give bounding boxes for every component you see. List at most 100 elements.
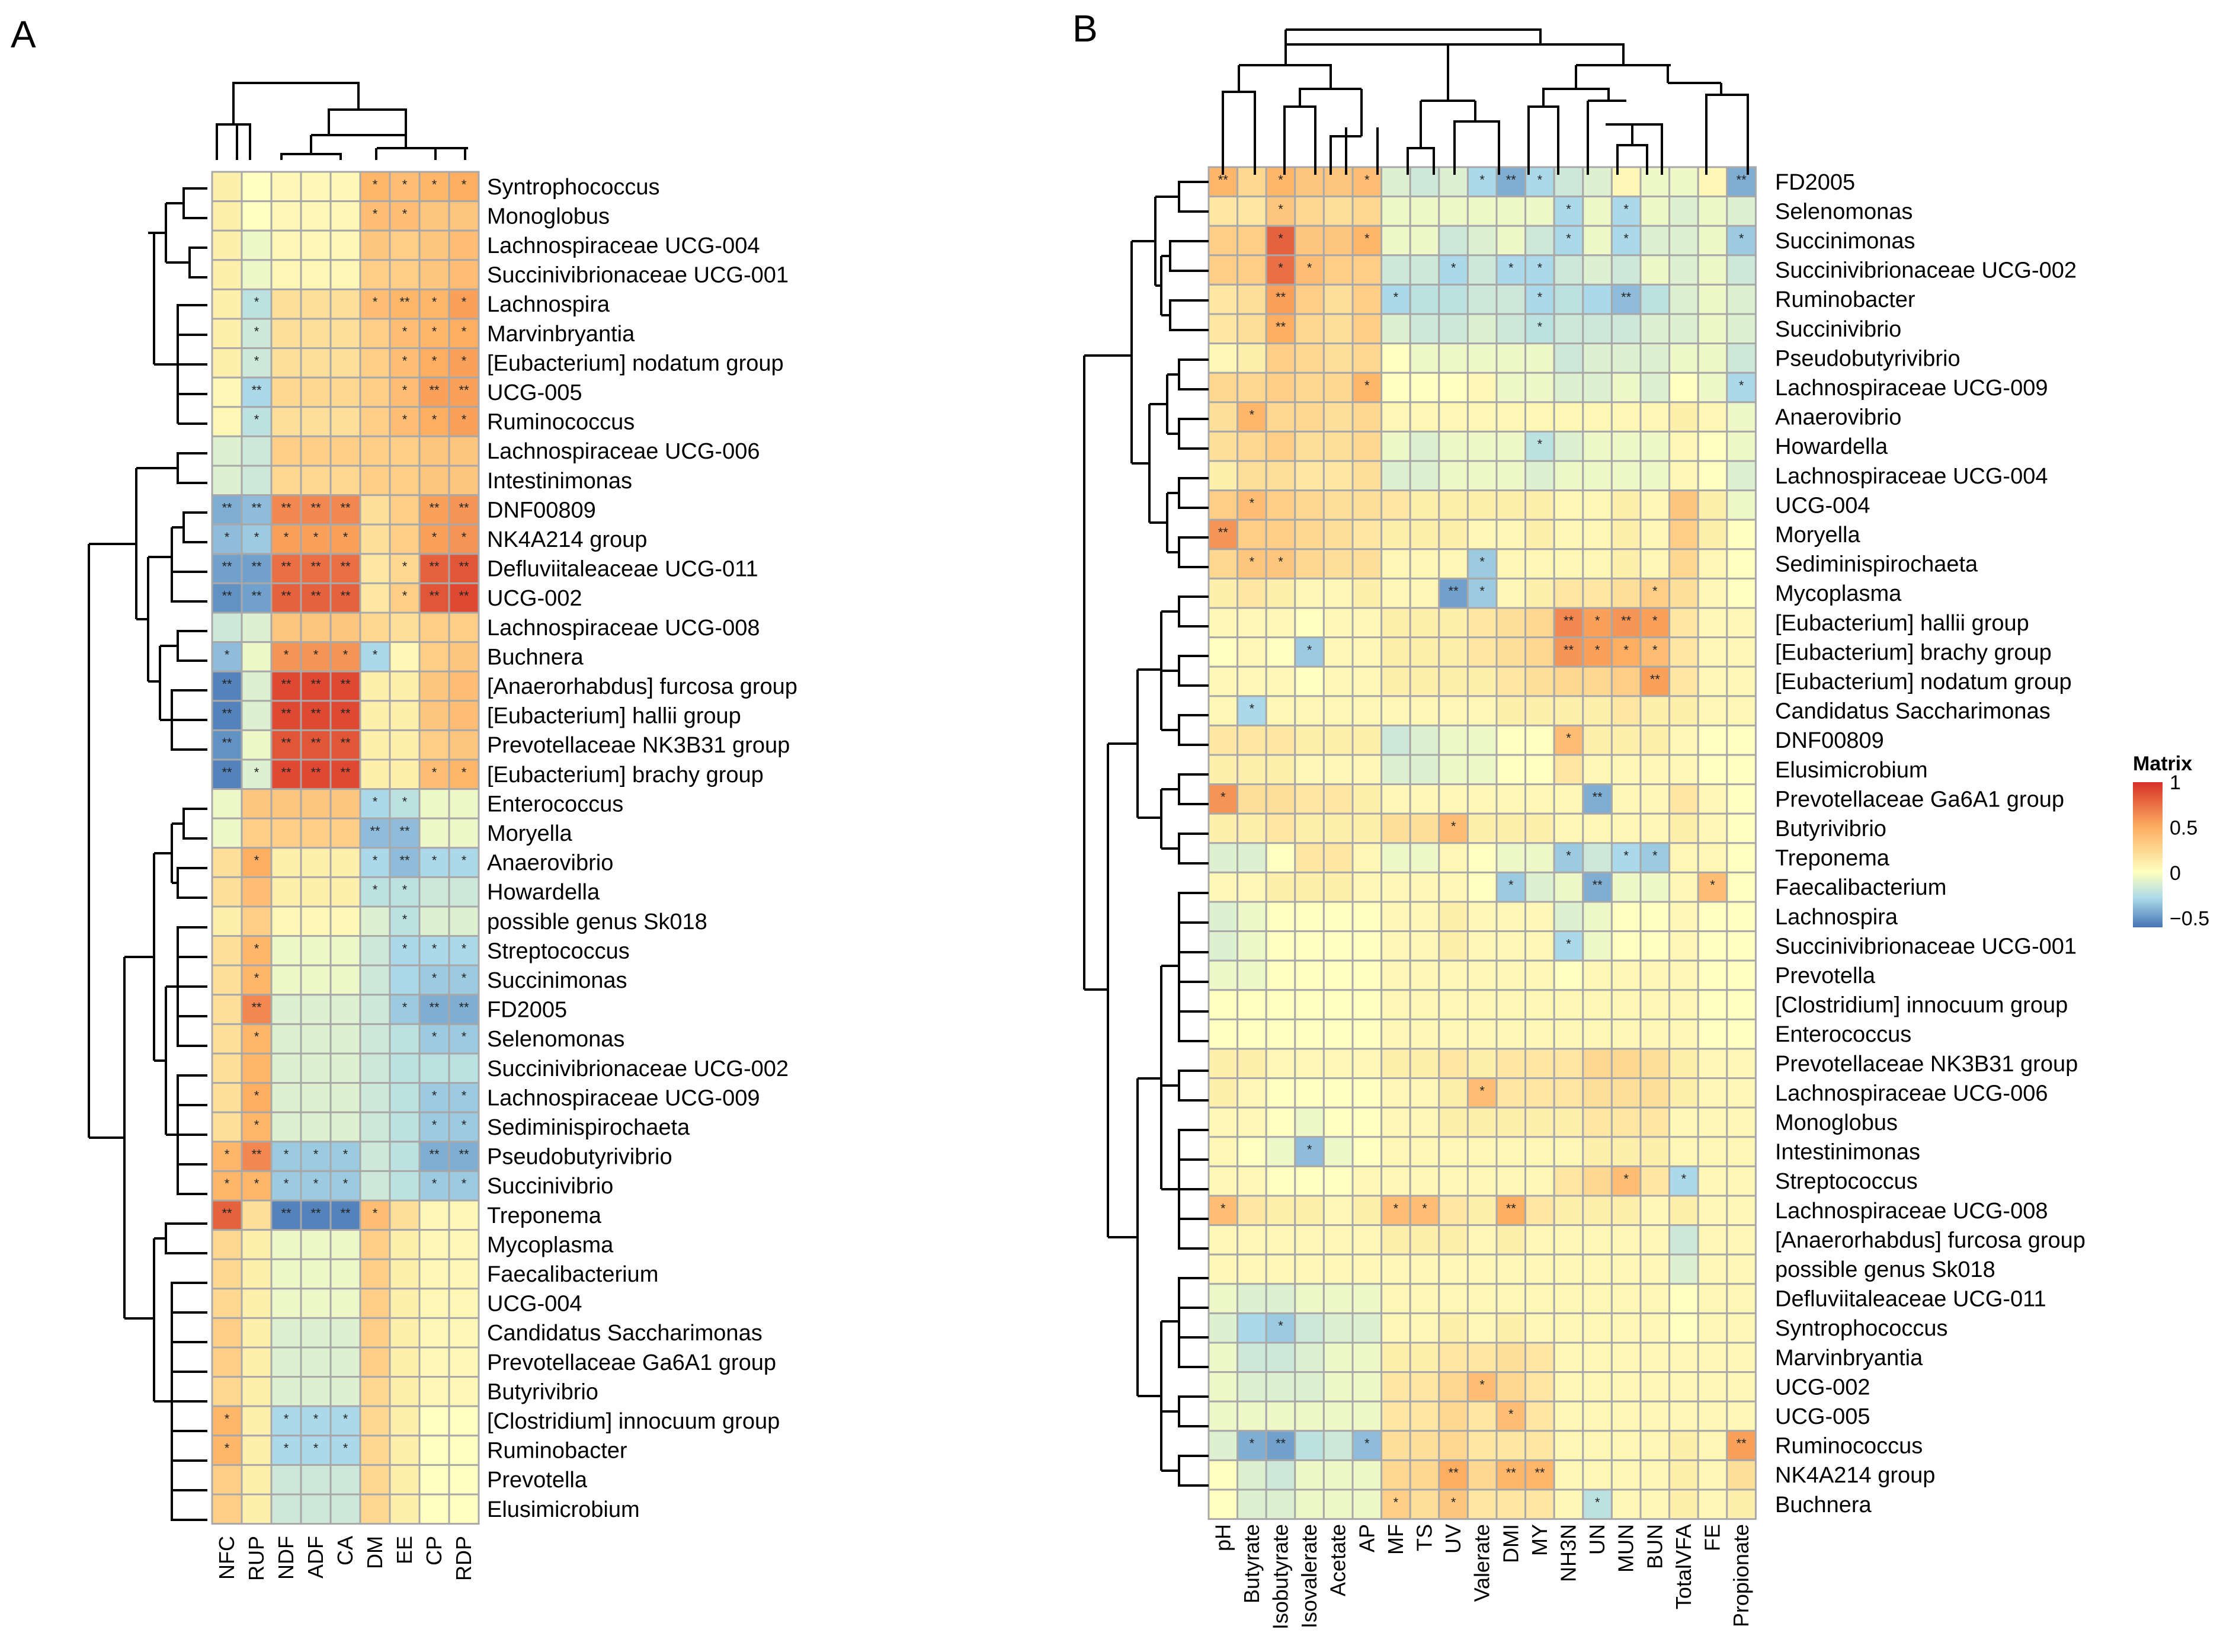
heatmap-cell-a-succinivibrionaceae-ucg-002-ca <box>329 1052 361 1084</box>
heatmap-cell-a-pseudobutyrivibrio-ee <box>389 1141 421 1172</box>
heatmap-cell-b-monoglobus-dmi <box>1495 1106 1527 1138</box>
heatmap-cell-b-butyrivibrio-isobutyrate <box>1265 812 1296 844</box>
heatmap-cell-b-succinivibrionaceae-ucg-002-mf <box>1380 254 1411 286</box>
heatmap-cell-b-faecalibacterium-totalvfa <box>1668 871 1699 903</box>
heatmap-cell-a-succinivibrionaceae-ucg-001-nfc <box>211 259 243 290</box>
heatmap-cell-a-streptococcus-ndf <box>270 935 302 966</box>
significance-mark: ** <box>1564 642 1574 657</box>
heatmap-cell-b-succinivibrio-isovalerate <box>1294 313 1325 345</box>
heatmap-cell-b-marvinbryantia-butyrate <box>1236 1342 1267 1374</box>
significance-mark: ** <box>281 765 291 780</box>
heatmap-cell-b-ucg-005-fe <box>1697 1400 1728 1432</box>
heatmap-cell-b-possible-genus-sk018-mf <box>1380 1253 1411 1285</box>
significance-mark: ** <box>310 500 321 515</box>
heatmap-cell-a-mycoplasma-rup <box>241 1229 273 1260</box>
heatmap-cell-b-monoglobus-nh3n <box>1553 1106 1584 1138</box>
heatmap-cell-b-lachnospiraceae-ucg-006-my <box>1524 1077 1555 1109</box>
heatmap-cell-b-lachnospiraceae-ucg-006-dmi <box>1495 1077 1527 1109</box>
heatmap-cell-b-butyrivibrio-mf <box>1380 812 1411 844</box>
heatmap-cell-a-syntrophococcus-nfc <box>211 171 243 203</box>
heatmap-cell-b-prevotella-my <box>1524 959 1555 991</box>
significance-mark: * <box>462 971 467 985</box>
heatmap-cell-b-lachnospiraceae-ucg-004-butyrate <box>1236 460 1267 492</box>
heatmap-cell-a-elusimicrobium-ndf <box>270 1493 302 1525</box>
heatmap-cell-b-butyrivibrio-dmi <box>1495 812 1527 844</box>
heatmap-cell-b-marvinbryantia-fe <box>1697 1342 1728 1374</box>
heatmap-cell-b-howardella-dmi <box>1495 430 1527 462</box>
heatmap-cell-a-ucg-004-adf <box>300 1288 332 1319</box>
heatmap-cell-a-fd2005-ca <box>329 994 361 1025</box>
heatmap-cell-b-succinivibrionaceae-ucg-001-ts <box>1409 930 1440 962</box>
row-label-b-streptococcus: Streptococcus <box>1775 1169 1918 1194</box>
heatmap-cell-b-possible-genus-sk018-valerate <box>1466 1253 1498 1285</box>
heatmap-cell-a-succinivibrionaceae-ucg-001-cp <box>418 259 450 290</box>
heatmap-cell-a-dnf00809-adf <box>300 494 332 526</box>
significance-mark: * <box>1364 378 1370 393</box>
significance-mark: ** <box>399 853 410 868</box>
heatmap-cell-b-anaerorhabdus-furcosa-group-un <box>1582 1224 1613 1256</box>
significance-mark: * <box>373 853 378 868</box>
heatmap-cell-b-intestinimonas-dmi <box>1495 1136 1527 1167</box>
heatmap-cell-b-howardella-un <box>1582 430 1613 462</box>
heatmap-cell-b-buchnera-mf <box>1380 1488 1411 1520</box>
significance-mark: * <box>313 1411 319 1426</box>
row-label-b-eubacterium-nodatum-group: [Eubacterium] nodatum group <box>1775 670 2072 694</box>
heatmap-cell-b-nk4a214-group-butyrate <box>1236 1459 1267 1491</box>
heatmap-cell-b-selenomonas-dmi <box>1495 196 1527 227</box>
heatmap-cell-a-moryella-cp <box>418 817 450 849</box>
heatmap-cell-b-intestinimonas-propionate <box>1726 1136 1757 1167</box>
significance-mark: ** <box>251 588 262 603</box>
significance-mark: * <box>343 1441 348 1456</box>
heatmap-cell-b-nk4a214-group-valerate <box>1466 1459 1498 1491</box>
heatmap-cell-a-butyrivibrio-ndf <box>270 1376 302 1407</box>
significance-mark: * <box>254 1118 260 1132</box>
heatmap-cell-b-treponema-my <box>1524 842 1555 873</box>
heatmap-cell-a-enterococcus-ca <box>329 788 361 819</box>
row-label-a-butyrivibrio: Butyrivibrio <box>487 1379 598 1404</box>
heatmap-cell-b-streptococcus-ph <box>1207 1165 1239 1197</box>
heatmap-cell-a-succinimonas-rdp <box>448 964 480 996</box>
row-label-a-lachnospiraceae-ucg-006: Lachnospiraceae UCG-006 <box>487 439 760 464</box>
heatmap-cell-a-ucg-005-rup <box>241 376 273 408</box>
significance-mark: ** <box>1593 878 1603 892</box>
heatmap-cell-a-prevotellaceae-ga6a1-group-nfc <box>211 1346 243 1378</box>
heatmap-cell-b-intestinimonas-uv <box>1438 1136 1469 1167</box>
heatmap-cell-b-ruminococcus-dmi <box>1495 1430 1527 1461</box>
row-label-b-syntrophococcus: Syntrophococcus <box>1775 1316 1948 1341</box>
heatmap-cell-b-prevotellaceae-ga6a1-group-isobutyrate <box>1265 783 1296 815</box>
heatmap-cell-b-pseudobutyrivibrio-un <box>1582 342 1613 374</box>
heatmap-cell-b-moryella-isobutyrate <box>1265 518 1296 550</box>
heatmap-cell-b-lachnospiraceae-ucg-006-mf <box>1380 1077 1411 1109</box>
heatmap-cell-a-eubacterium-hallii-group-rdp <box>448 700 480 731</box>
heatmap-cell-b-elusimicrobium-un <box>1582 754 1613 786</box>
heatmap-cell-a-selenomonas-dm <box>359 1023 391 1055</box>
heatmap-cell-b-ucg-002-un <box>1582 1371 1613 1403</box>
heatmap-cell-a-treponema-nfc <box>211 1199 243 1231</box>
heatmap-cell-a-elusimicrobium-nfc <box>211 1493 243 1525</box>
heatmap-cell-b-lachnospira-ph <box>1207 901 1239 933</box>
heatmap-cell-b-defluviitaleaceae-ucg-011-propionate <box>1726 1283 1757 1314</box>
heatmap-cell-b-ucg-002-butyrate <box>1236 1371 1267 1403</box>
heatmap-cell-b-succinimonas-bun <box>1639 225 1671 257</box>
significance-mark: * <box>254 765 260 780</box>
heatmap-cell-b-eubacterium-nodatum-group-uv <box>1438 665 1469 697</box>
heatmap-cell-b-streptococcus-un <box>1582 1165 1613 1197</box>
heatmap-cell-b-succinivibrionaceae-ucg-001-isovalerate <box>1294 930 1325 962</box>
heatmap-cell-a-anaerorhabdus-furcosa-group-ndf <box>270 670 302 702</box>
heatmap-cell-b-lachnospira-isovalerate <box>1294 901 1325 933</box>
heatmap-cell-b-butyrivibrio-ap <box>1351 812 1383 844</box>
heatmap-cell-b-prevotellaceae-ga6a1-group-acetate <box>1322 783 1354 815</box>
heatmap-cell-a-sediminispirochaeta-ndf <box>270 1111 302 1143</box>
heatmap-cell-a-lachnospiraceae-ucg-008-adf <box>300 612 332 643</box>
heatmap-cell-b-sediminispirochaeta-mun <box>1610 548 1642 580</box>
heatmap-cell-b-mycoplasma-mun <box>1610 577 1642 609</box>
heatmap-cell-b-streptococcus-isobutyrate <box>1265 1165 1296 1197</box>
heatmap-cell-b-moryella-ap <box>1351 518 1383 550</box>
significance-mark: ** <box>251 559 262 574</box>
heatmap-cell-b-eubacterium-nodatum-group-fe <box>1697 665 1728 697</box>
heatmap-cell-b-howardella-isobutyrate <box>1265 430 1296 462</box>
heatmap-cell-a-defluviitaleaceae-ucg-011-ca <box>329 553 361 584</box>
heatmap-cell-a-faecalibacterium-ca <box>329 1258 361 1290</box>
row-label-a-enterococcus: Enterococcus <box>487 792 623 817</box>
heatmap-cell-a-monoglobus-rup <box>241 200 273 232</box>
